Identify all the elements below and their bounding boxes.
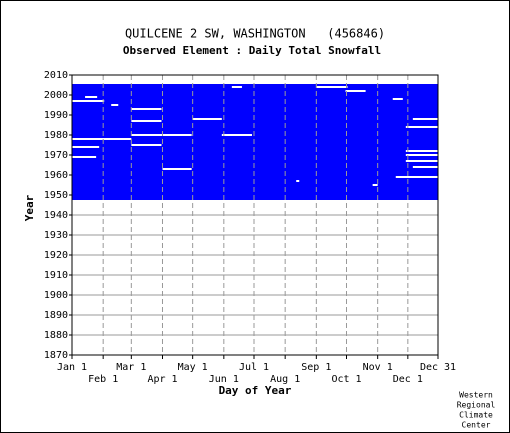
y-tick-label: 1920 (44, 250, 68, 261)
data-gap (72, 138, 132, 140)
y-tick-label: 1950 (44, 190, 68, 201)
y-tick-label: 1890 (44, 310, 68, 321)
data-gap (192, 118, 222, 120)
data-gap (131, 120, 162, 122)
data-gap (111, 104, 119, 106)
chart-subtitle: Observed Element : Daily Total Snowfall (123, 44, 381, 57)
footer-text: Western (459, 391, 493, 400)
data-gap (405, 160, 438, 162)
y-tick-label: 1930 (44, 230, 68, 241)
data-gap (131, 134, 192, 136)
x-tick-label: Jun 1 (209, 374, 239, 385)
data-gap (412, 166, 438, 168)
y-tick-label: 1870 (44, 350, 68, 361)
x-axis-label: Day of Year (219, 384, 292, 397)
y-tick-label: 2000 (44, 90, 68, 101)
x-tick-label: Feb 1 (88, 374, 118, 385)
x-tick-label: Apr 1 (147, 374, 177, 385)
data-gap (131, 108, 162, 110)
data-gap (296, 180, 300, 182)
data-gap (72, 100, 105, 102)
data-gap (405, 126, 438, 128)
x-tick-label: Oct 1 (331, 374, 361, 385)
y-tick-label: 1960 (44, 170, 68, 181)
data-gap (345, 90, 366, 92)
x-tick-label: Mar 1 (116, 362, 146, 373)
data-gap (85, 96, 98, 98)
data-gap (221, 134, 252, 136)
x-tick-label: May 1 (178, 362, 208, 373)
footer-text: Regional (457, 401, 496, 410)
y-tick-label: 1880 (44, 330, 68, 341)
data-gap (72, 146, 100, 148)
data-gap (395, 176, 438, 178)
data-gap (412, 118, 438, 120)
chart-title: QUILCENE 2 SW, WASHINGTON (456846) (125, 27, 385, 41)
data-gap (131, 144, 162, 146)
footer-text: Center (462, 421, 491, 430)
x-tick-label: Aug 1 (270, 374, 300, 385)
data-gap (392, 98, 403, 100)
y-axis-label: Year (23, 194, 36, 221)
x-tick-label: Dec 1 (393, 374, 423, 385)
y-tick-label: 1900 (44, 290, 68, 301)
data-gap (316, 86, 348, 88)
y-tick-label: 2010 (44, 70, 68, 81)
data-gap (405, 154, 438, 156)
data-gap (405, 150, 438, 152)
data-gap (231, 86, 242, 88)
x-tick-label: Sep 1 (301, 362, 331, 373)
x-tick-label: Jul 1 (239, 362, 269, 373)
footer-text: Climate (459, 411, 493, 420)
data-gap (372, 184, 378, 186)
plot-border (71, 74, 439, 356)
data-gap (72, 156, 97, 158)
coverage-block (72, 84, 438, 200)
x-tick-label: Nov 1 (363, 362, 393, 373)
data-gap (162, 168, 192, 170)
y-tick-label: 1910 (44, 270, 68, 281)
x-tick-label: Jan 1 (57, 362, 87, 373)
y-tick-label: 1970 (44, 150, 68, 161)
y-tick-label: 1980 (44, 130, 68, 141)
y-tick-label: 1940 (44, 210, 68, 221)
y-tick-label: 1990 (44, 110, 68, 121)
x-tick-label: Dec 31 (420, 362, 456, 373)
